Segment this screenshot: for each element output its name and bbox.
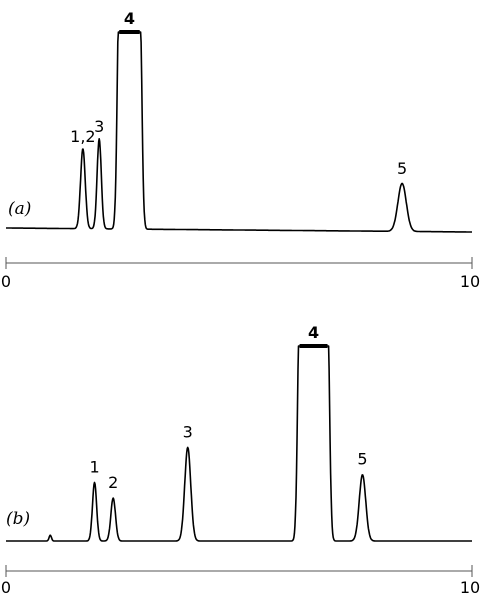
peak-label-b-4: 4: [308, 323, 319, 342]
x-tick-label-b-0: 0: [1, 578, 11, 594]
peak-label-b-2: 2: [108, 473, 118, 492]
peak-label-a-3: 5: [397, 159, 407, 178]
peak-4-flat-top-b: [299, 344, 328, 348]
panel-label-a: (a): [8, 199, 31, 219]
trace-b: [5, 345, 473, 542]
peak-label-a-2: 4: [124, 9, 135, 28]
peak-label-b-3: 3: [183, 422, 193, 441]
panel-b: 0 10 (b) 12 3 4 5: [1, 323, 480, 594]
trace-a: [5, 31, 473, 233]
panel-label-b: (b): [6, 509, 30, 529]
x-tick-label-a-10: 10: [460, 272, 480, 291]
peak-label-b-1: 1: [89, 458, 99, 477]
peak-label-a-0: 1,2: [70, 127, 95, 146]
panel-a: 0 10 (a) 1,23 4 5: [1, 9, 480, 291]
peak-label-b-5: 5: [357, 450, 367, 469]
x-tick-label-b-10: 10: [460, 578, 480, 594]
peak-4-flat-top-a: [119, 30, 140, 34]
x-tick-label-a-0: 0: [1, 272, 11, 291]
peak-label-a-1: 3: [94, 117, 104, 136]
